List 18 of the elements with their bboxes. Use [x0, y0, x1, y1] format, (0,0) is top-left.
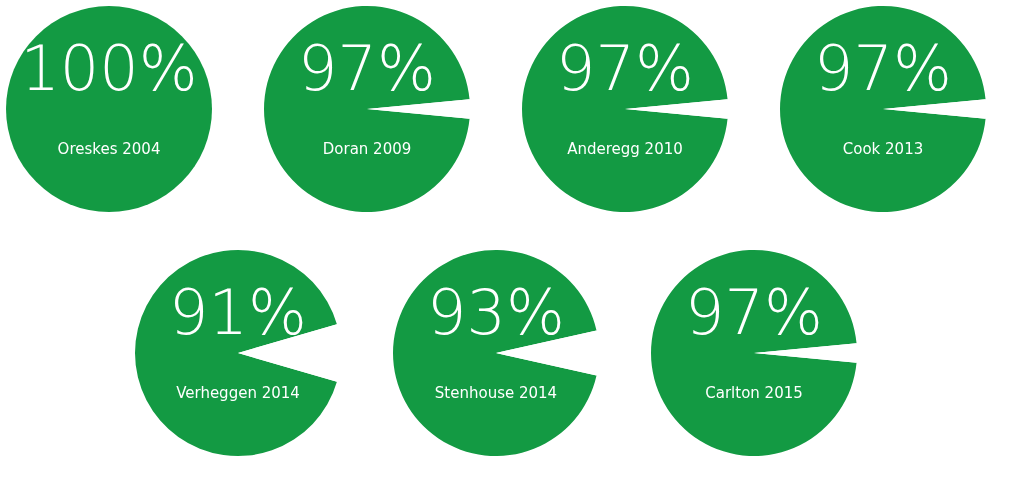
- text: Oreskes 2004: [57, 140, 161, 158]
- pie-slice: [522, 6, 728, 212]
- pie-slice: [780, 6, 986, 212]
- data-label: 97%: [298, 32, 436, 105]
- text: Anderegg 2010: [567, 140, 683, 158]
- pie-slice: [651, 250, 857, 456]
- data-label: 100%: [20, 32, 198, 105]
- data-label: 97%: [556, 32, 694, 105]
- text: Doran 2009: [322, 140, 412, 158]
- data-label: 97%: [814, 32, 952, 105]
- data-label: 91%: [169, 276, 307, 349]
- pie-slice: [264, 6, 470, 212]
- data-label: 97%: [685, 276, 823, 349]
- data-label: 93%: [427, 276, 565, 349]
- text: Verheggen 2014: [176, 384, 300, 402]
- text: Cook 2013: [842, 140, 924, 158]
- text: Stenhouse 2014: [434, 384, 558, 402]
- text: Carlton 2015: [705, 384, 803, 402]
